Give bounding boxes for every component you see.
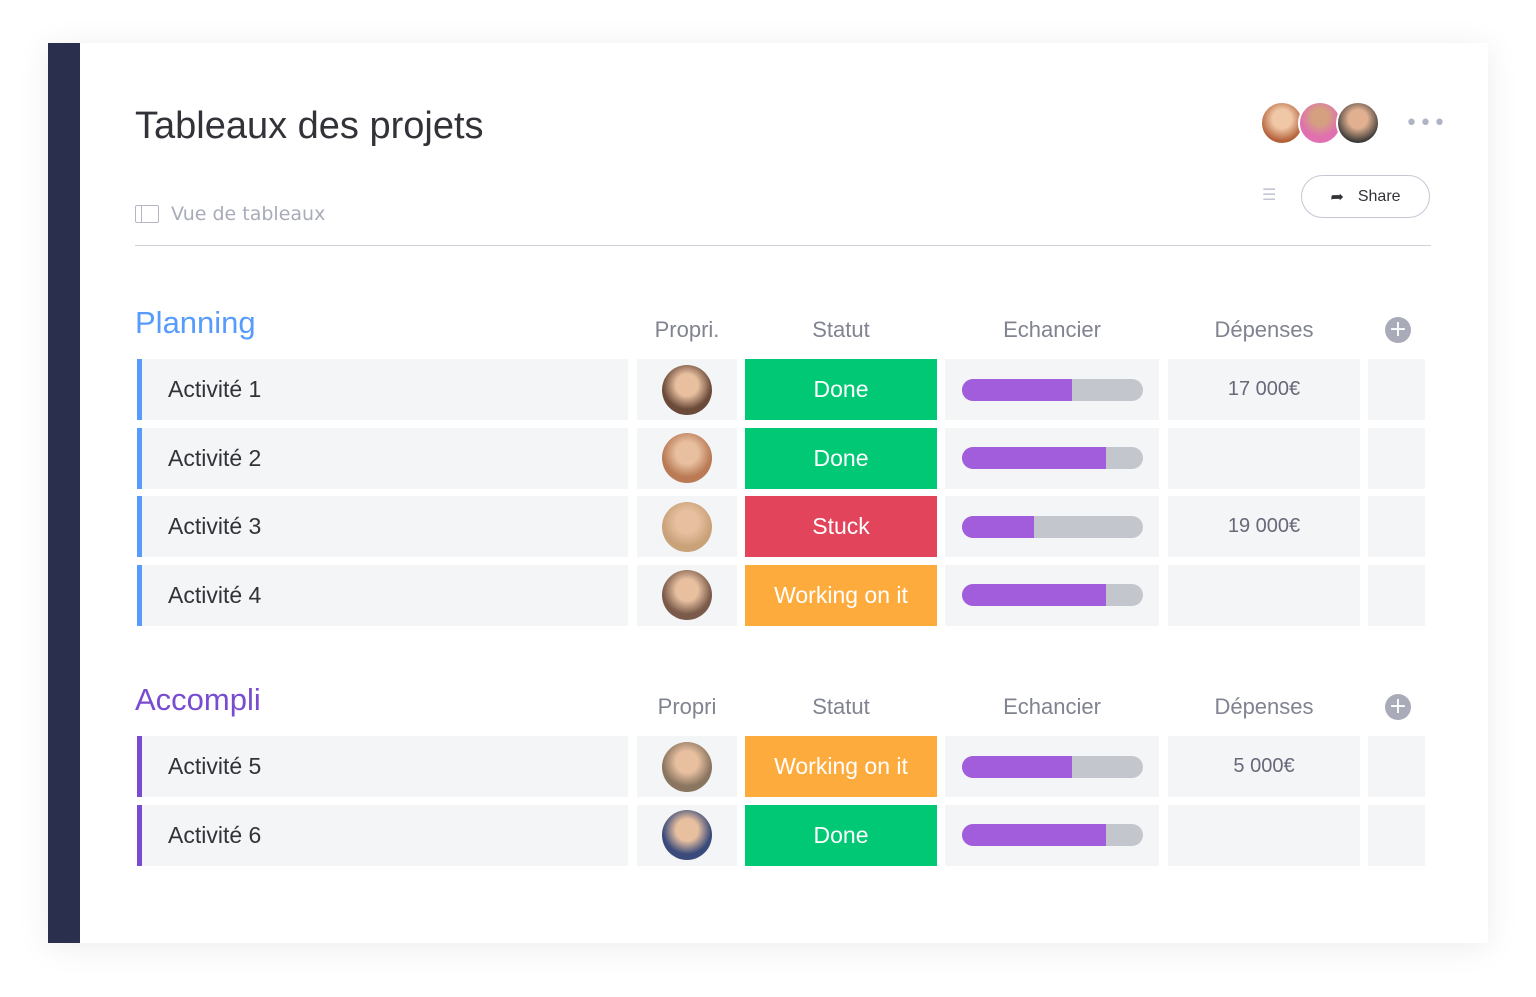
timeline-cell[interactable] [945, 804, 1159, 866]
timeline-cell[interactable] [945, 427, 1159, 489]
share-button[interactable]: ➦ Share [1301, 175, 1430, 218]
timeline-bar [961, 755, 1143, 778]
avatar [662, 433, 712, 483]
avatar [662, 364, 712, 415]
add-column-icon[interactable]: + [1385, 317, 1411, 343]
expenses-cell[interactable] [1168, 564, 1360, 626]
column-header-timeline[interactable]: Echancier [1003, 694, 1101, 719]
view-label: Vue de tableaux [171, 203, 326, 225]
table-row: Activité 2 Done [135, 427, 1431, 489]
column-header-timeline[interactable]: Echancier [1003, 317, 1101, 342]
member-avatars[interactable] [1260, 101, 1380, 145]
left-sidebar [48, 43, 80, 943]
table-row: Activité 1 Done 17 000€ [135, 359, 1431, 420]
empty-cell[interactable] [1368, 736, 1425, 797]
empty-cell[interactable] [1368, 564, 1425, 626]
empty-cell[interactable] [1368, 804, 1425, 866]
timeline-bar [961, 515, 1143, 538]
status-cell[interactable]: Working on it [745, 564, 937, 626]
expenses-cell[interactable]: 5 000€ [1168, 736, 1360, 797]
timeline-fill [961, 755, 1072, 778]
expenses-cell[interactable]: 19 000€ [1168, 496, 1360, 557]
expenses-cell[interactable] [1168, 804, 1360, 866]
owner-cell[interactable] [637, 359, 737, 420]
status-cell[interactable]: Stuck [745, 496, 937, 557]
column-header-status[interactable]: Statut [812, 317, 870, 342]
timeline-bar [961, 378, 1143, 401]
filter-icon[interactable]: ☰ [1262, 185, 1277, 204]
avatar [662, 741, 712, 792]
empty-cell[interactable] [1368, 496, 1425, 557]
item-name[interactable]: Activité 3 [137, 496, 628, 557]
timeline-bar [961, 447, 1143, 469]
owner-cell[interactable] [637, 427, 737, 489]
table-row: Activité 4 Working on it [135, 564, 1431, 626]
timeline-bar [961, 584, 1143, 606]
timeline-cell[interactable] [945, 496, 1159, 557]
avatar[interactable] [1260, 101, 1304, 145]
avatar [662, 810, 712, 860]
expenses-cell[interactable]: 17 000€ [1168, 359, 1360, 420]
status-cell[interactable]: Working on it [745, 736, 937, 797]
item-name[interactable]: Activité 6 [137, 804, 628, 866]
share-icon: ➦ [1330, 188, 1344, 206]
status-cell[interactable]: Done [745, 359, 937, 420]
owner-cell[interactable] [637, 736, 737, 797]
timeline-cell[interactable] [945, 564, 1159, 626]
item-name[interactable]: Activité 4 [137, 564, 628, 626]
owner-cell[interactable] [637, 564, 737, 626]
column-header-expenses[interactable]: Dépenses [1214, 694, 1314, 719]
timeline-fill [961, 378, 1072, 401]
board-card: Tableaux des projets ••• Vue de tableaux… [48, 43, 1488, 943]
group-title[interactable]: Accompli [135, 682, 261, 717]
timeline-fill [961, 824, 1107, 846]
timeline-fill [961, 515, 1034, 538]
empty-cell[interactable] [1368, 427, 1425, 489]
table-row: Activité 6 Done [135, 804, 1431, 866]
timeline-fill [961, 447, 1107, 469]
column-header-expenses[interactable]: Dépenses [1214, 317, 1314, 342]
avatar[interactable] [1298, 101, 1342, 145]
item-name[interactable]: Activité 5 [137, 736, 628, 797]
group-title[interactable]: Planning [135, 305, 256, 340]
timeline-bar [961, 824, 1143, 846]
item-name[interactable]: Activité 2 [137, 427, 628, 489]
timeline-cell[interactable] [945, 359, 1159, 420]
empty-cell[interactable] [1368, 359, 1425, 420]
column-header-status[interactable]: Statut [812, 694, 870, 719]
table-row: Activité 5 Working on it 5 000€ [135, 736, 1431, 797]
status-cell[interactable]: Done [745, 804, 937, 866]
avatar [662, 570, 712, 620]
timeline-cell[interactable] [945, 736, 1159, 797]
avatar [662, 501, 712, 552]
item-name[interactable]: Activité 1 [137, 359, 628, 420]
owner-cell[interactable] [637, 804, 737, 866]
share-label: Share [1357, 187, 1401, 205]
avatar[interactable] [1336, 101, 1380, 145]
divider [135, 245, 1431, 246]
timeline-fill [961, 584, 1107, 606]
page-title: Tableaux des projets [135, 105, 484, 147]
column-header-owner[interactable]: Propri. [654, 317, 720, 342]
table-row: Activité 3 Stuck 19 000€ [135, 496, 1431, 557]
owner-cell[interactable] [637, 496, 737, 557]
more-options-icon[interactable]: ••• [1405, 111, 1447, 136]
column-header-owner[interactable]: Propri [657, 694, 717, 719]
board-view-icon [135, 205, 159, 223]
view-tab[interactable]: Vue de tableaux [135, 203, 325, 225]
add-column-icon[interactable]: + [1385, 694, 1411, 720]
expenses-cell[interactable] [1168, 427, 1360, 489]
status-cell[interactable]: Done [745, 427, 937, 489]
